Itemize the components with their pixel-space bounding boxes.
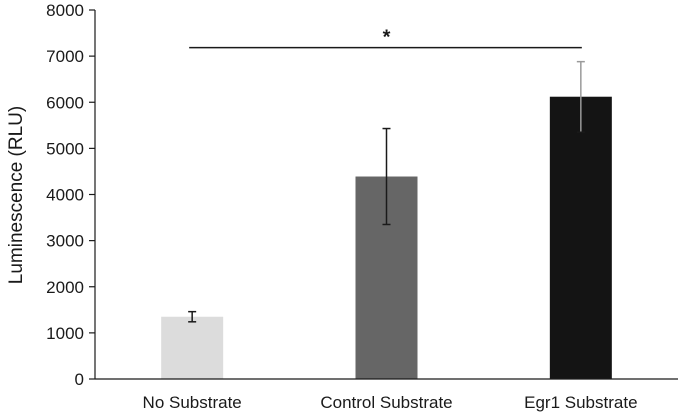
- y-axis-title: Luminescence (RLU): [6, 106, 27, 284]
- y-axis: 0 1000 2000 3000 4000 5000 6000 7000 8000: [46, 1, 96, 389]
- error-bars: [188, 60, 585, 323]
- y-tick-label: 4000: [46, 186, 84, 205]
- x-category-label: Egr1 Substrate: [524, 393, 637, 412]
- significance-annotation: *: [189, 27, 582, 49]
- x-category-label: No Substrate: [143, 393, 242, 412]
- bars: [161, 96, 612, 379]
- significance-marker: *: [383, 27, 391, 49]
- x-axis: No Substrate Control Substrate Egr1 Substr…: [95, 378, 678, 412]
- y-tick-label: 0: [75, 370, 84, 389]
- y-tick-label: 1000: [46, 324, 84, 343]
- y-tick-label: 5000: [46, 139, 84, 158]
- y-tick-label: 8000: [46, 1, 84, 20]
- bar: [161, 316, 224, 379]
- y-tick-label: 2000: [46, 278, 84, 297]
- bar: [549, 96, 612, 379]
- y-tick-label: 6000: [46, 93, 84, 112]
- x-category-label: Control Substrate: [320, 393, 452, 412]
- y-tick-label: 7000: [46, 47, 84, 66]
- y-tick-label: 3000: [46, 232, 84, 251]
